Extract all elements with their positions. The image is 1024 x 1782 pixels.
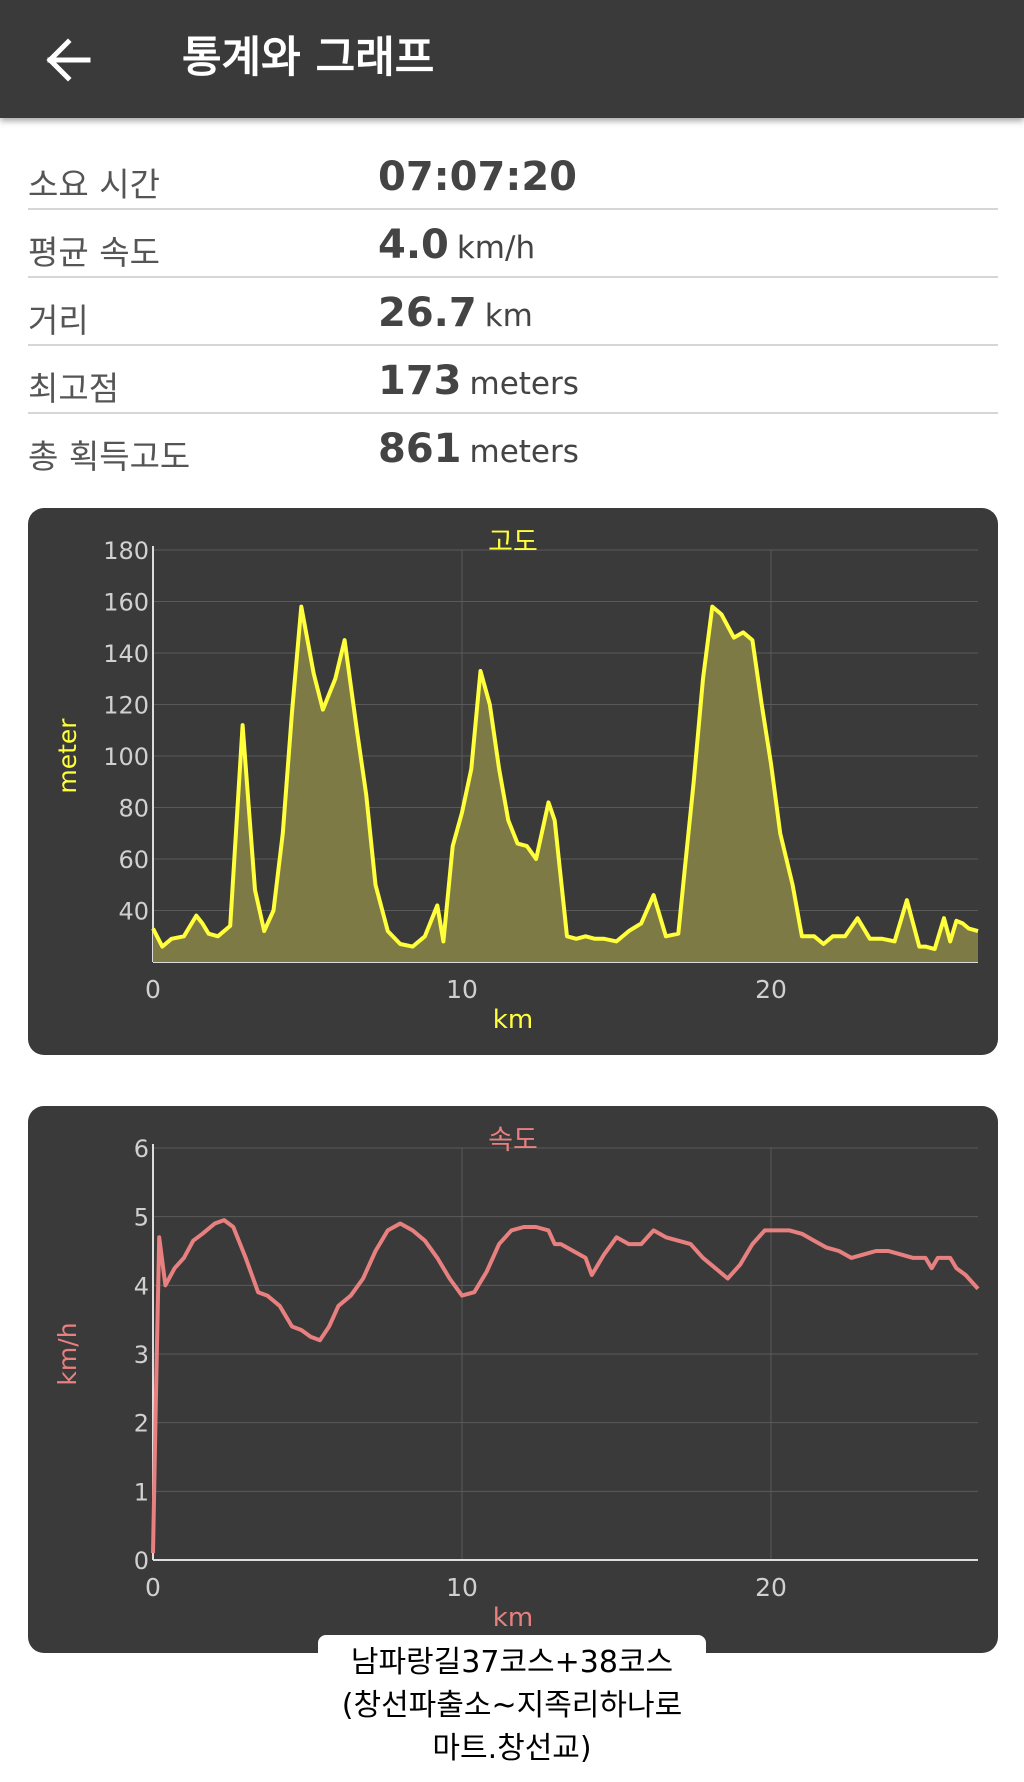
x-axis-label: km	[493, 1005, 533, 1035]
caption-line: 마트.창선교)	[432, 1731, 592, 1766]
y-axis-label: meter	[53, 718, 82, 794]
stat-label: 거리	[28, 301, 89, 340]
stat-value: 4.0	[378, 222, 449, 268]
x-tick-label: 20	[755, 1573, 787, 1602]
stat-value-group: 26.7 km	[378, 290, 533, 336]
arrow-left-icon	[46, 38, 91, 82]
y-tick-label: 4	[134, 1272, 149, 1300]
stats-list: 소요 시간 07:07:20 평균 속도 4.0 km/h 거리 26.7 km 최…	[28, 142, 998, 480]
stat-value: 173	[378, 358, 462, 404]
y-tick-label: 120	[103, 692, 149, 720]
stat-row-distance: 거리 26.7 km	[28, 278, 998, 346]
y-tick-label: 80	[118, 795, 149, 823]
y-axis-label: km/h	[53, 1322, 82, 1385]
stat-unit: km/h	[456, 230, 536, 266]
y-tick-label: 60	[118, 846, 149, 874]
y-tick-label: 160	[103, 589, 149, 617]
y-tick-label: 6	[134, 1135, 149, 1163]
speed-line	[151, 1218, 980, 1554]
stat-value-group: 861 meters	[378, 426, 579, 472]
y-tick-label: 180	[103, 537, 149, 565]
back-button[interactable]	[40, 32, 100, 88]
y-tick-label: 100	[103, 743, 149, 771]
x-tick-label: 0	[145, 1573, 161, 1602]
elevation-chart-card: 40 60 80 100 120 140 160 180 0 10 20 고도 km meter	[28, 508, 998, 1055]
page-title: 통계와 그래프	[182, 33, 435, 83]
chart-title: 속도	[488, 1125, 538, 1156]
stat-value-group: 173 meters	[378, 358, 579, 404]
y-tick-label: 140	[103, 640, 149, 668]
y-tick-label: 1	[134, 1478, 149, 1506]
stat-row-total-ascent: 총 획득고도 861 meters	[28, 414, 998, 480]
speed-chart: 0 1 2 3 4 5 6 0 10 20 속도 km km/h	[53, 1125, 980, 1633]
x-tick-label: 10	[446, 1573, 478, 1602]
stat-label: 소요 시간	[28, 165, 160, 204]
caption-line: (창선파출소~지족리하나로	[341, 1688, 683, 1723]
elevation-line	[151, 604, 979, 952]
stat-row-average-speed: 평균 속도 4.0 km/h	[28, 210, 998, 278]
y-tick-label: 40	[118, 898, 149, 926]
stat-unit: km	[484, 298, 533, 334]
x-axis-label: km	[493, 1603, 533, 1633]
stat-value-group: 4.0 km/h	[378, 222, 535, 268]
stat-unit: meters	[469, 434, 579, 470]
elevation-area	[153, 606, 978, 962]
stat-label: 최고점	[28, 369, 120, 408]
stat-value: 861	[378, 426, 462, 472]
stat-value: 26.7	[378, 290, 477, 336]
stat-label: 총 획득고도	[28, 437, 191, 476]
app-bar: 통계와 그래프	[0, 0, 1024, 118]
elevation-chart: 40 60 80 100 120 140 160 180 0 10 20 고도 km meter	[53, 527, 979, 1035]
stat-value-group: 07:07:20	[378, 154, 577, 200]
x-tick-label: 20	[755, 975, 787, 1004]
x-tick-label: 0	[145, 975, 161, 1004]
chart-title: 고도	[488, 527, 538, 558]
x-tick-label: 10	[446, 975, 478, 1004]
y-tick-label: 5	[134, 1204, 149, 1232]
stat-row-duration: 소요 시간 07:07:20	[28, 142, 998, 210]
y-tick-label: 2	[134, 1410, 149, 1438]
y-tick-label: 3	[134, 1341, 149, 1369]
stat-unit: meters	[469, 366, 579, 402]
speed-chart-card: 0 1 2 3 4 5 6 0 10 20 속도 km km/h	[28, 1106, 998, 1653]
caption-line: 남파랑길37코스+38코스	[350, 1645, 674, 1680]
route-caption: 남파랑길37코스+38코스 (창선파출소~지족리하나로 마트.창선교)	[318, 1635, 706, 1774]
stat-value: 07:07:20	[378, 154, 577, 200]
stat-row-max-elevation: 최고점 173 meters	[28, 346, 998, 414]
stat-label: 평균 속도	[28, 233, 160, 272]
y-tick-label: 0	[134, 1547, 149, 1575]
